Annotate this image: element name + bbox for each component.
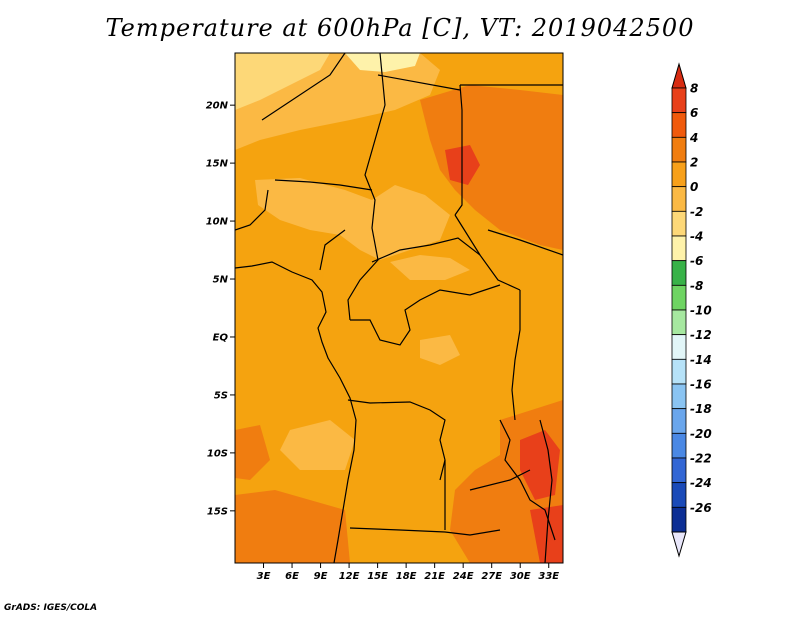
- colorbar-bin: [671, 334, 687, 360]
- colorbar-bin: [671, 186, 687, 212]
- libya-border: [377, 74, 461, 91]
- ghana-border: [319, 229, 346, 271]
- lon-tick-label: 33E: [538, 571, 559, 582]
- colorbar-label: -8: [690, 279, 703, 293]
- colorbar-bin: [671, 136, 687, 163]
- lat-tick-label: 15S: [207, 506, 228, 517]
- car-border: [371, 237, 521, 291]
- colorbar-label: -22: [690, 452, 712, 466]
- congo-border: [350, 284, 501, 346]
- lon-tick-label: 21E: [424, 571, 445, 582]
- colorbar-label: -6: [690, 254, 703, 268]
- lat-tick-label: 10N: [206, 217, 229, 228]
- lon-tick-label: 18E: [396, 571, 417, 582]
- colorbar-label: 0: [690, 180, 698, 194]
- colorbar-label: -4: [690, 230, 703, 244]
- lon-tick-label: 9E: [314, 571, 328, 582]
- colorbar-bin: [671, 235, 687, 262]
- lat-tick-label: 20N: [206, 101, 229, 112]
- drc-east-border: [511, 290, 521, 421]
- mali-border: [261, 53, 346, 121]
- colorbar-label: 4: [689, 131, 698, 145]
- colorbar-label: -20: [690, 427, 712, 441]
- nigeria-niger-border: [274, 179, 373, 191]
- colorbar-label: -12: [690, 328, 712, 342]
- colorbar-label: -26: [690, 501, 712, 515]
- colorbar-label: -18: [690, 402, 712, 416]
- colorbar-bottom-arrow: [671, 531, 687, 558]
- colorbar-top-arrow: [671, 62, 687, 89]
- lon-tick-label: 6E: [285, 571, 299, 582]
- zambia-zimbabwe-border: [469, 469, 531, 491]
- lon-tick-label: 3E: [257, 571, 271, 582]
- colorbar: 8 6 4 2 0 -2 -4 -6 -8 -10 -12 -14 -16 -18 -20 -22 -24 -26: [671, 62, 712, 558]
- lon-tick-label: 12E: [339, 571, 360, 582]
- colorbar-bin: [671, 432, 687, 459]
- coolest-region-north: [345, 53, 420, 72]
- warm-region-sudan: [420, 85, 563, 250]
- west-africa-coastline: [235, 261, 357, 563]
- colorbar-label: 8: [690, 82, 698, 96]
- cool-patch-congo: [420, 335, 460, 365]
- cool-patch-central: [390, 255, 470, 280]
- lon-tick-label: 30E: [510, 571, 531, 582]
- colorbar-bin: [671, 260, 687, 286]
- lat-tick-label: 10S: [207, 448, 228, 459]
- colorbar-bin: [671, 383, 687, 410]
- lon-tick-label: 24E: [453, 571, 474, 582]
- colorbar-label: 2: [690, 156, 698, 170]
- colorbar-bin: [671, 482, 687, 508]
- colorbar-bin: [671, 506, 687, 533]
- colorbar-label: -14: [690, 353, 712, 367]
- lon-tick-label: 15E: [367, 571, 388, 582]
- sudan-car-border: [454, 214, 481, 256]
- colorbar-bin: [671, 408, 687, 434]
- colorbar-bin: [671, 358, 687, 385]
- cool-patch-angola: [280, 420, 355, 470]
- colorbar-label: 6: [690, 106, 698, 120]
- lat-tick-label: EQ: [213, 332, 229, 343]
- lon-tick-label: 27E: [481, 571, 502, 582]
- colorbar-bin: [671, 161, 687, 188]
- colorbar-bin: [671, 457, 687, 484]
- longitude-axis: 3E 6E 9E 12E 15E 18E 21E 24E 27E 30E 33E: [257, 563, 559, 582]
- colorbar-label: -10: [690, 304, 712, 318]
- colorbar-bin: [671, 210, 687, 237]
- cooler-region-northwest: [235, 53, 330, 110]
- lat-tick-label: 5S: [214, 390, 228, 401]
- colorbar-bin: [671, 112, 687, 138]
- lake-malawi-region: [499, 419, 556, 541]
- lat-tick-label: 5N: [213, 275, 229, 286]
- lat-tick-label: 15N: [206, 159, 229, 170]
- colorbar-bin: [671, 87, 687, 114]
- temperature-field: [235, 53, 563, 563]
- colorbar-label: -24: [690, 476, 712, 490]
- warm-region-southwest: [235, 490, 350, 563]
- colorbar-label: -16: [690, 378, 712, 392]
- warm-patch-atlantic: [235, 425, 270, 480]
- colorbar-label: -2: [690, 205, 703, 219]
- grads-credit: GrADS: IGES/COLA: [4, 603, 98, 613]
- colorbar-bin: [671, 284, 687, 311]
- mozambique-coastline: [539, 419, 553, 563]
- namibia-botswana-border: [349, 527, 501, 536]
- chad-sudan-border: [454, 84, 463, 216]
- colorbar-bin: [671, 309, 687, 336]
- hot-patch-southeast: [520, 430, 560, 500]
- guinea-border: [235, 189, 269, 231]
- coastlines-and-borders: [235, 53, 563, 563]
- map-frame: [234, 52, 564, 564]
- angola-drc-border: [347, 399, 446, 481]
- niger-chad-border: [347, 53, 386, 321]
- map-title: Temperature at 600hPa [C], VT: 201904250…: [105, 14, 695, 42]
- cool-region-sahel: [255, 178, 450, 260]
- south-sudan-border: [487, 229, 563, 256]
- latitude-axis: 20N 15N 10N 5N EQ 5S 10S 15S: [206, 101, 235, 517]
